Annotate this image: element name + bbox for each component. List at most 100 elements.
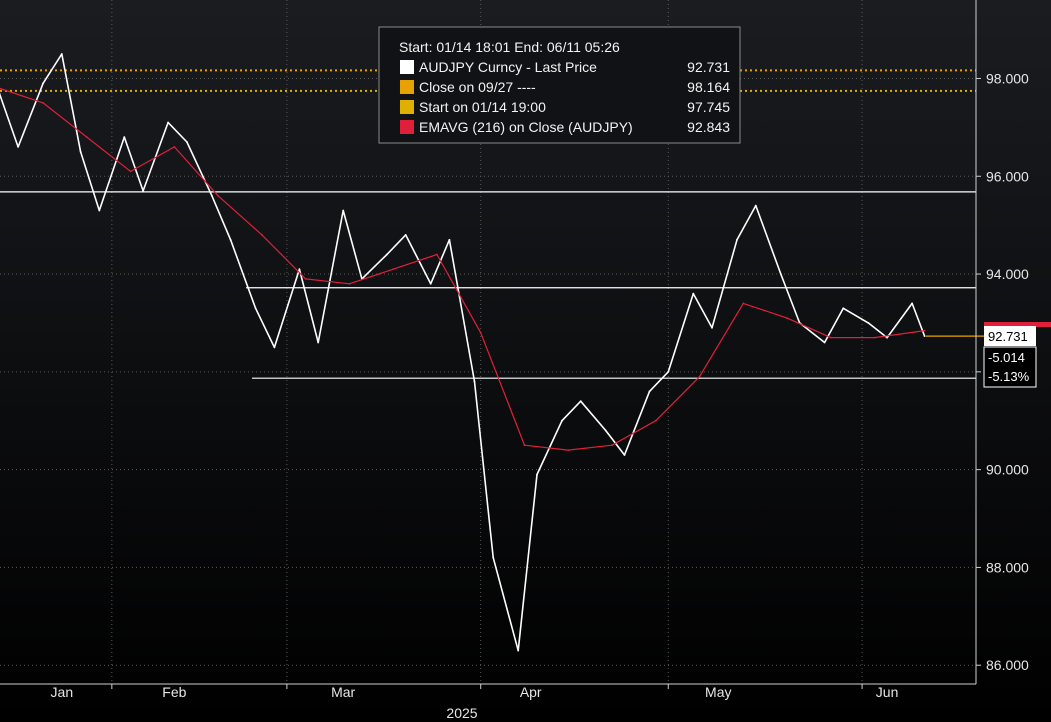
legend-swatch-ema <box>400 120 414 134</box>
legend-label-ema: EMAVG (216) on Close (AUDJPY) <box>419 119 633 135</box>
series-line-0 <box>0 53 926 652</box>
series-1-point-6 <box>261 234 263 236</box>
x-axis: Jan Feb Mar Apr May Jun <box>51 684 899 700</box>
series-line-1 <box>0 87 925 451</box>
series-0-point-29 <box>623 454 626 456</box>
series-0-point-14 <box>298 268 301 271</box>
series-1-point-16 <box>698 375 701 378</box>
y-tick-label-0: 86.000 <box>986 657 1029 673</box>
series-0-point-42 <box>911 302 913 305</box>
series-0-point-3 <box>60 53 63 55</box>
x-tick-label-0: Jan <box>51 684 74 700</box>
y-tick-label-6: 98.000 <box>986 70 1029 86</box>
series-0-point-31 <box>667 370 670 373</box>
price-tag-change: -5.014 <box>988 350 1025 365</box>
series-1-point-14 <box>611 444 613 447</box>
series-0-point-9 <box>186 141 188 143</box>
series-1-point-8 <box>348 282 351 285</box>
legend-value-close: 98.164 <box>687 79 730 95</box>
series-1-point-4 <box>173 146 176 148</box>
legend-label-close: Close on 09/27 ---- <box>419 79 536 95</box>
series-0-point-40 <box>867 322 870 324</box>
series-0-point-36 <box>779 273 782 275</box>
series-0-point-15 <box>317 341 320 344</box>
series-0-point-11 <box>229 238 232 241</box>
series-0-point-22 <box>473 380 476 383</box>
series-0-point-12 <box>254 307 257 310</box>
series-0-point-6 <box>123 136 126 139</box>
x-tick-label-3: Apr <box>520 684 542 700</box>
series-1-point-1 <box>42 102 44 104</box>
last-price-tag: 92.731 -5.014 -5.13% <box>983 322 1051 388</box>
series-0-point-34 <box>736 238 738 241</box>
series-0-point-30 <box>648 390 651 393</box>
series-1-point-15 <box>654 419 657 422</box>
series-0-point-7 <box>142 190 145 192</box>
series-1-point-20 <box>873 336 876 339</box>
reference-lines <box>0 69 976 379</box>
legend-value-start: 97.745 <box>687 99 730 115</box>
y-tick-label-4: 94.000 <box>986 266 1029 282</box>
series-1-point-3 <box>129 170 132 173</box>
series-0-point-2 <box>42 82 44 85</box>
x-tick-label-5: Jun <box>876 684 899 700</box>
series-0-point-28 <box>604 429 607 432</box>
legend-value-ema: 92.843 <box>687 119 730 135</box>
y-tick-label-5: 96.000 <box>986 168 1029 184</box>
series-0-point-38 <box>823 341 826 344</box>
price-tag-change-box <box>983 346 1037 388</box>
legend-background <box>378 26 741 144</box>
x-tick-label-4: May <box>705 684 731 700</box>
series-0-point-13 <box>273 346 276 349</box>
series-1-point-2 <box>85 136 88 139</box>
series-1-point-17 <box>742 302 745 305</box>
series-0-point-21 <box>448 238 451 241</box>
series-0-point-19 <box>404 234 407 236</box>
series-1-point-13 <box>567 449 570 451</box>
legend-label-last-price: AUDJPY Curncy - Last Price <box>419 59 597 75</box>
series-layer <box>0 53 984 652</box>
series-0-point-18 <box>386 253 388 256</box>
legend-header: Start: 01/14 18:01 End: 06/11 05:26 <box>399 39 620 55</box>
series-0-point-23 <box>492 556 495 559</box>
series-1-point-18 <box>786 317 788 319</box>
series-0-point-4 <box>79 150 82 153</box>
series-1-point-10 <box>436 253 438 256</box>
x-axis-year: 2025 <box>446 705 477 721</box>
legend-label-start: Start on 01/14 19:00 <box>419 99 546 115</box>
legend-value-last-price: 92.731 <box>687 59 730 75</box>
series-1-point-12 <box>523 444 526 447</box>
series-0-point-24 <box>517 649 520 652</box>
series-0-point-5 <box>98 209 101 212</box>
series-0-point-35 <box>754 204 757 207</box>
series-0-point-43 <box>923 335 926 337</box>
series-0-point-32 <box>692 292 695 295</box>
series-0-point-20 <box>429 282 432 285</box>
price-tag-value: 92.731 <box>988 329 1028 344</box>
series-1-point-11 <box>479 331 482 334</box>
series-0-point-26 <box>561 419 563 422</box>
series-0-point-10 <box>211 194 213 197</box>
series-1-point-7 <box>304 278 307 280</box>
series-0-point-16 <box>342 209 345 212</box>
series-0-point-33 <box>711 326 713 329</box>
series-0-point-8 <box>167 121 170 124</box>
series-1-point-9 <box>392 268 395 271</box>
series-0-point-41 <box>886 336 888 339</box>
series-0-point-39 <box>842 307 845 310</box>
series-0-point-25 <box>536 473 538 476</box>
legend-swatch-close <box>400 80 414 94</box>
x-tick-label-2: Mar <box>331 684 355 700</box>
legend: Start: 01/14 18:01 End: 06/11 05:26 AUDJ… <box>378 26 741 144</box>
series-1-point-5 <box>217 194 220 197</box>
series-0-point-1 <box>17 146 19 148</box>
series-1-point-19 <box>829 336 832 339</box>
legend-swatch-start <box>400 100 414 114</box>
series-0-point-27 <box>579 400 582 403</box>
y-tick-label-2: 90.000 <box>986 462 1029 478</box>
price-tag-accent <box>984 322 1051 327</box>
price-tag-change-pct: -5.13% <box>988 369 1030 384</box>
price-tag-box <box>984 326 1036 346</box>
